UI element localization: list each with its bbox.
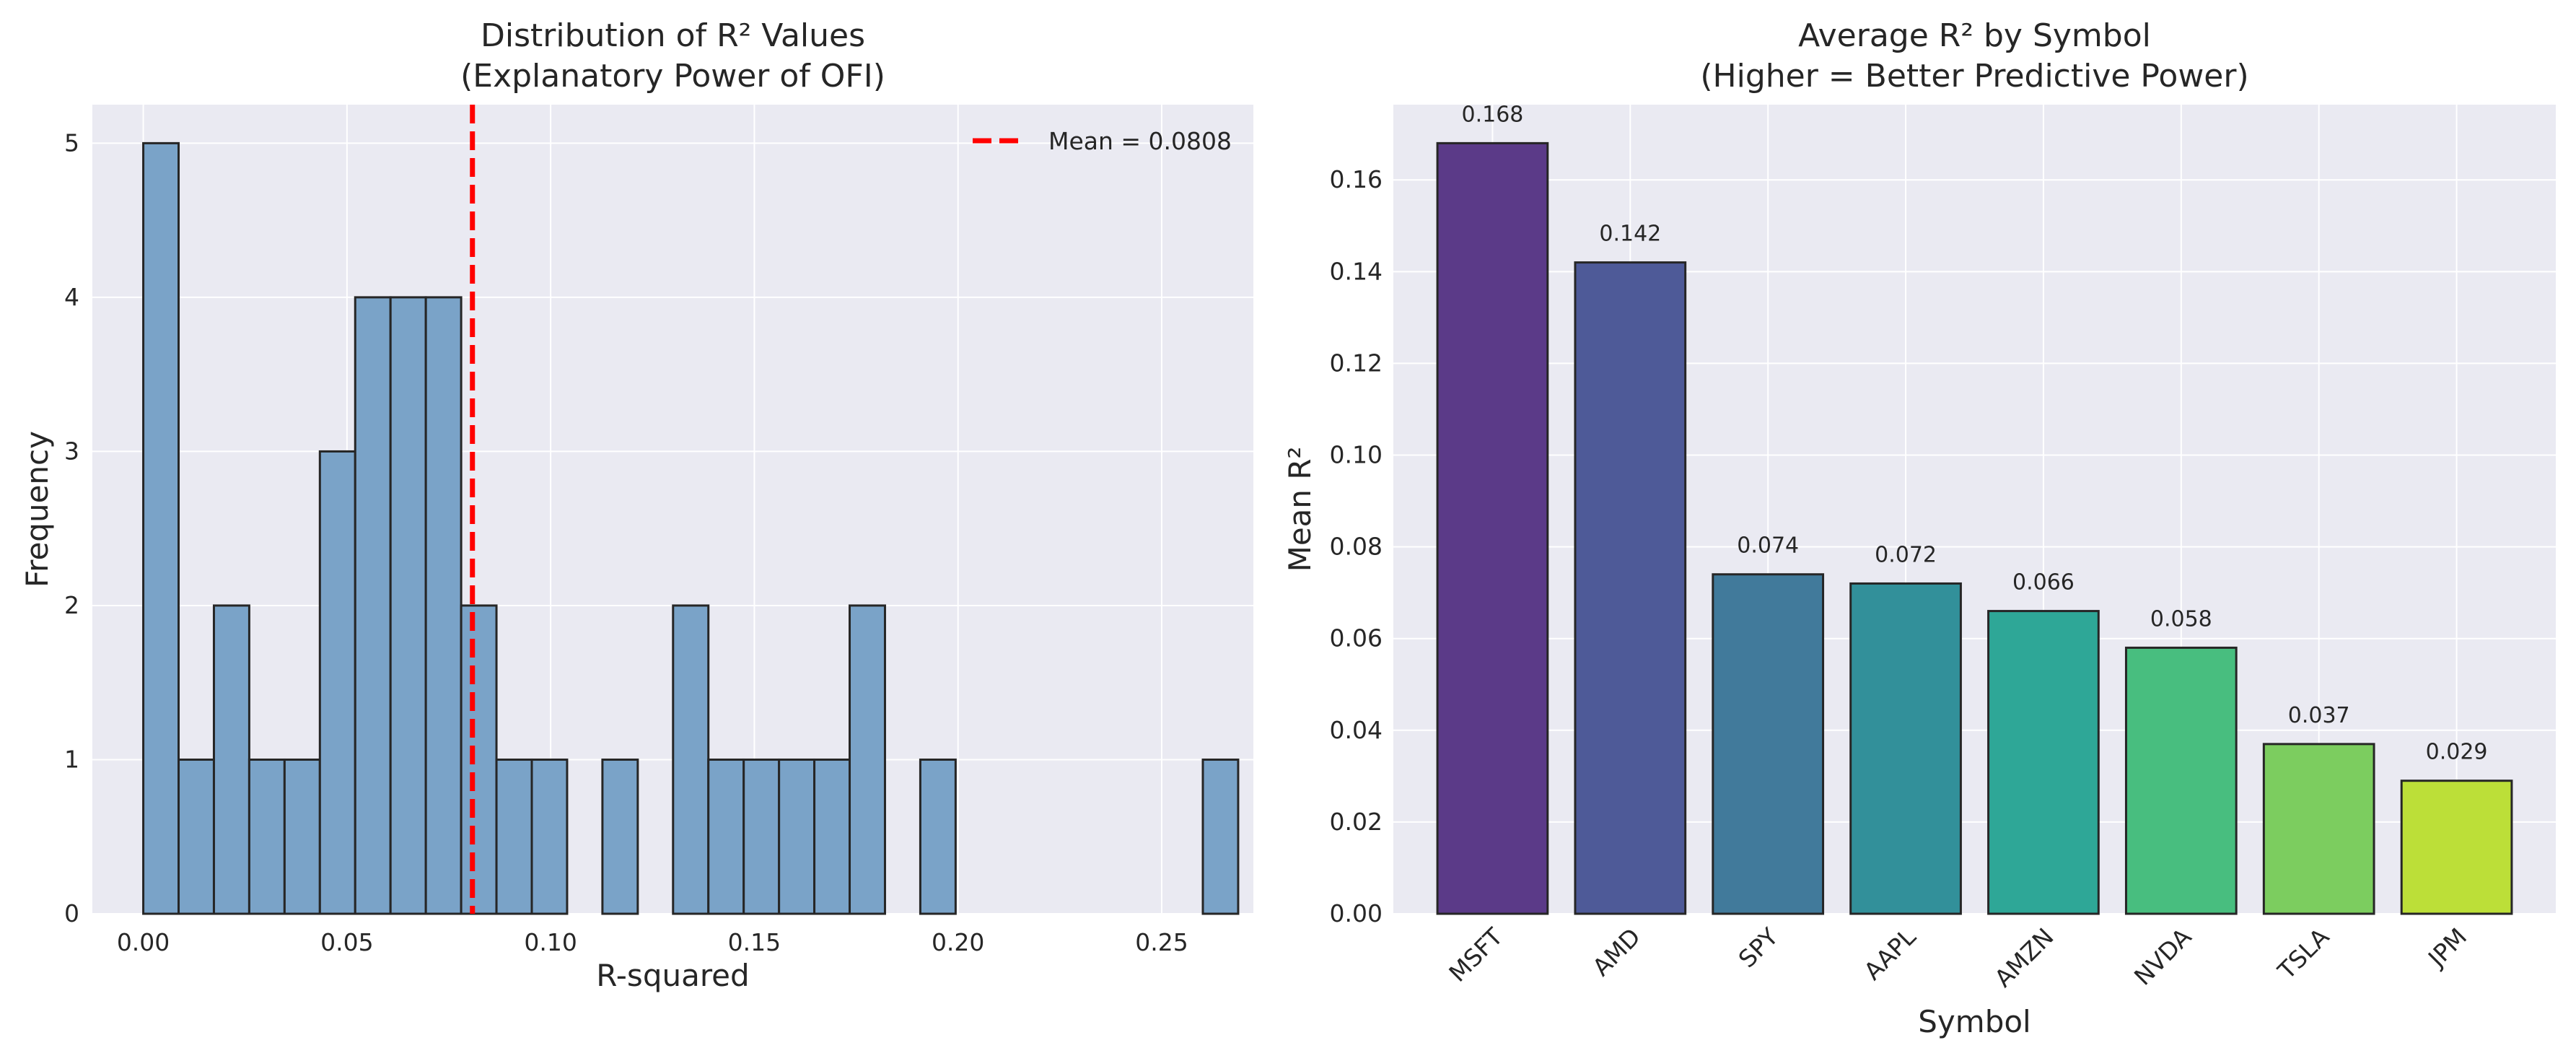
histogram-chart: 0.00 0.05 0.10 0.15 0.20 0.25 0 1 2 3 4 5 Distribu… bbox=[19, 17, 1253, 993]
bar-value-label: 0.066 bbox=[2012, 570, 2075, 595]
y-tick-label: 0.00 bbox=[1330, 899, 1383, 927]
histogram-legend: Mean = 0.0808 bbox=[973, 127, 1232, 155]
histogram-bar bbox=[424, 296, 463, 915]
histogram-bar bbox=[142, 141, 180, 915]
bar-x-ticks: MSFT AMD SPY AAPL AMZN NVDA TSLA JPM bbox=[1443, 922, 2472, 992]
histogram-y-axis-label: Frequency bbox=[19, 431, 55, 588]
histogram-bar bbox=[354, 296, 392, 915]
histogram-bar bbox=[495, 758, 533, 915]
histogram-bar bbox=[530, 758, 569, 915]
x-tick-label: 0.10 bbox=[524, 928, 577, 956]
y-tick-label: 2 bbox=[64, 591, 79, 619]
histogram-bar bbox=[389, 296, 427, 915]
bar-value-labels: 0.168 0.142 0.074 0.072 0.066 0.058 0.037 0.029 bbox=[1461, 102, 2487, 764]
y-tick-label: 5 bbox=[64, 128, 79, 157]
bar-plot-area bbox=[1393, 105, 2556, 914]
legend-mean-label: Mean = 0.0808 bbox=[1048, 127, 1232, 155]
y-tick-label: 4 bbox=[64, 283, 79, 311]
bar-value-label: 0.168 bbox=[1461, 102, 1523, 127]
histogram-bar bbox=[707, 758, 745, 915]
histogram-bar bbox=[813, 758, 851, 915]
histogram-x-ticks: 0.00 0.05 0.10 0.15 0.20 0.25 bbox=[117, 928, 1188, 956]
y-tick-label: 0.06 bbox=[1330, 624, 1383, 652]
histogram-bar bbox=[247, 758, 286, 915]
y-tick-label: 0.10 bbox=[1330, 441, 1383, 469]
bar-y-axis-label: Mean R² bbox=[1282, 447, 1318, 572]
y-tick-label: 1 bbox=[64, 745, 79, 773]
x-tick-label: AMZN bbox=[1989, 922, 2059, 992]
bar-amzn bbox=[1987, 610, 2100, 915]
bar-value-label: 0.072 bbox=[1875, 542, 1937, 567]
y-tick-label: 0.14 bbox=[1330, 257, 1383, 285]
bar-value-label: 0.029 bbox=[2426, 740, 2488, 765]
x-tick-label: AAPL bbox=[1858, 922, 1922, 986]
histogram-bar bbox=[212, 604, 250, 915]
x-tick-label: JPM bbox=[2422, 922, 2472, 973]
bar-value-label: 0.058 bbox=[2150, 606, 2212, 632]
x-tick-label: 0.25 bbox=[1135, 928, 1188, 956]
x-tick-label: 0.20 bbox=[932, 928, 984, 956]
bar-chart-title: Average R² by Symbol bbox=[1798, 17, 2151, 54]
y-tick-label: 0.16 bbox=[1330, 165, 1383, 193]
bar-tsla bbox=[2262, 743, 2375, 915]
bar-chart-subtitle: (Higher = Better Predictive Power) bbox=[1700, 58, 2248, 95]
histogram-bar bbox=[601, 758, 639, 915]
histogram-subtitle: (Explanatory Power of OFI) bbox=[460, 58, 885, 95]
bar-amd bbox=[1574, 261, 1687, 915]
y-tick-label: 0.04 bbox=[1330, 716, 1383, 744]
x-tick-label: 0.15 bbox=[728, 928, 781, 956]
histogram-bar bbox=[672, 604, 710, 915]
y-tick-label: 0 bbox=[64, 899, 79, 927]
x-tick-label: 0.05 bbox=[320, 928, 373, 956]
bar-chart: 0.168 0.142 0.074 0.072 0.066 0.058 0.037 0.029… bbox=[1282, 17, 2556, 1039]
x-tick-label: NVDA bbox=[2129, 922, 2197, 991]
bar-spy bbox=[1712, 573, 1825, 915]
x-tick-label: 0.00 bbox=[117, 928, 170, 956]
x-tick-label: MSFT bbox=[1443, 922, 1508, 987]
histogram-bar bbox=[742, 758, 781, 915]
bar-value-label: 0.037 bbox=[2288, 703, 2350, 728]
bar-bars bbox=[1436, 141, 2513, 915]
bar-value-label: 0.142 bbox=[1599, 222, 1661, 247]
histogram-bar bbox=[849, 604, 886, 915]
histogram-bar bbox=[460, 604, 498, 915]
histogram-bar bbox=[318, 450, 356, 915]
histogram-title: Distribution of R² Values bbox=[481, 17, 865, 54]
y-tick-label: 0.08 bbox=[1330, 533, 1383, 561]
histogram-bar bbox=[1201, 758, 1240, 915]
bar-y-ticks: 0.00 0.02 0.04 0.06 0.08 0.10 0.12 0.14 0.16 bbox=[1330, 165, 1383, 927]
histogram-bar bbox=[178, 758, 215, 915]
bar-x-axis-label: Symbol bbox=[1918, 1004, 2030, 1039]
bar-value-label: 0.074 bbox=[1737, 533, 1799, 559]
y-tick-label: 0.02 bbox=[1330, 808, 1383, 836]
histogram-bar bbox=[919, 758, 957, 915]
x-tick-label: TSLA bbox=[2271, 922, 2334, 985]
histogram-bar bbox=[283, 758, 321, 915]
bar-jpm bbox=[2400, 780, 2513, 915]
y-tick-label: 3 bbox=[64, 437, 79, 465]
histogram-bar bbox=[778, 758, 816, 915]
histogram-x-axis-label: R-squared bbox=[596, 958, 749, 993]
bar-aapl bbox=[1849, 582, 1962, 915]
histogram-y-ticks: 0 1 2 3 4 5 bbox=[64, 128, 79, 927]
y-tick-label: 0.12 bbox=[1330, 349, 1383, 377]
x-tick-label: SPY bbox=[1733, 922, 1784, 973]
bar-msft bbox=[1436, 141, 1549, 915]
bar-nvda bbox=[2124, 646, 2238, 915]
histogram-bars bbox=[142, 141, 1240, 915]
x-tick-label: AMD bbox=[1587, 922, 1646, 982]
